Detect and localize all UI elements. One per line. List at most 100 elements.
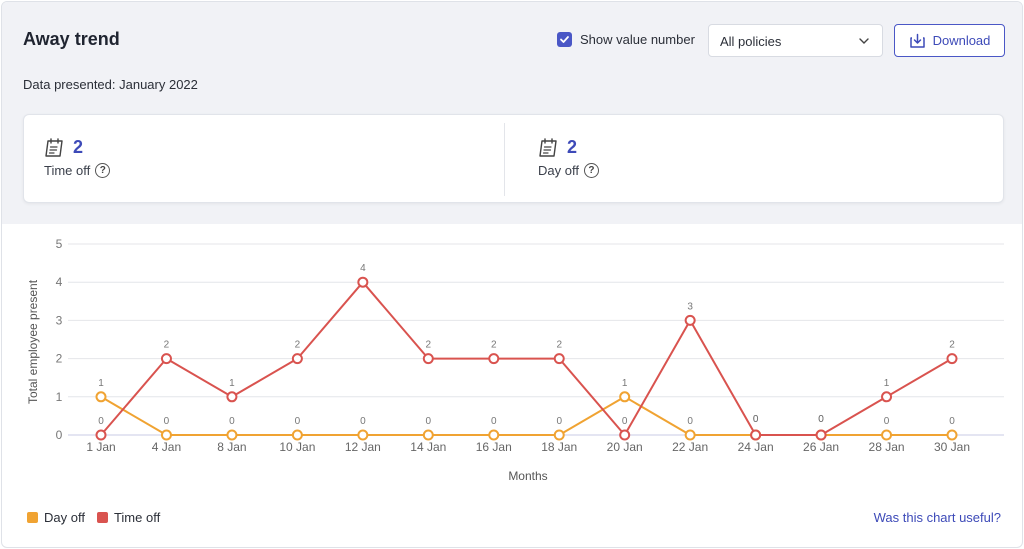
help-icon[interactable]: ?	[95, 163, 111, 178]
show-value-label: Show value number	[580, 32, 695, 47]
x-tick-label: 16 Jan	[476, 440, 512, 454]
data-point-day-off[interactable]	[422, 429, 434, 441]
legend-swatch-time-off	[96, 512, 108, 523]
data-label-day-off: 0	[556, 416, 562, 427]
calendar-note-icon	[45, 137, 63, 157]
chart-legend: Day off Time off	[27, 510, 172, 525]
data-label-time-off: 0	[753, 414, 759, 425]
chart-feedback-link[interactable]: Was this chart useful?	[873, 510, 1001, 525]
page-title: Away trend	[23, 29, 120, 49]
data-point-day-off[interactable]	[160, 429, 172, 441]
data-point-time-off[interactable]	[946, 353, 958, 365]
data-point-time-off[interactable]	[553, 353, 565, 365]
calendar-note-icon	[539, 137, 557, 157]
data-point-day-off[interactable]	[684, 429, 696, 441]
day-off-label: Day off	[538, 163, 579, 178]
data-point-day-off[interactable]	[226, 429, 238, 441]
help-icon[interactable]: ?	[583, 163, 599, 178]
x-tick-label: 28 Jan	[869, 440, 905, 454]
data-label-day-off: 0	[426, 416, 432, 427]
data-point-time-off[interactable]	[488, 353, 500, 365]
show-value-toggle[interactable]: Show value number	[557, 32, 695, 47]
x-tick-label: 20 Jan	[607, 440, 643, 454]
data-label-day-off: 0	[360, 416, 366, 427]
policy-select-value: All policies	[720, 34, 782, 49]
data-point-day-off[interactable]	[881, 429, 893, 441]
data-point-time-off[interactable]	[160, 353, 172, 365]
day-off-count: 2	[567, 137, 578, 157]
x-tick-label: 1 Jan	[86, 440, 115, 454]
legend-label-time-off: Time off	[113, 510, 161, 525]
x-tick-label: 18 Jan	[541, 440, 577, 454]
y-tick-label: 1	[56, 390, 63, 404]
data-point-day-off[interactable]	[619, 391, 631, 403]
data-label-time-off: 0	[622, 416, 628, 427]
data-period: Data presented: January 2022	[23, 77, 198, 92]
stat-time-off: 2 Time off ?	[44, 137, 111, 178]
data-label-day-off: 1	[622, 378, 628, 389]
data-point-time-off[interactable]	[684, 314, 696, 326]
policy-select[interactable]: All policies	[708, 24, 883, 57]
x-tick-label: 22 Jan	[672, 440, 708, 454]
data-label-time-off: 1	[229, 378, 235, 389]
data-point-time-off[interactable]	[291, 353, 303, 365]
legend-swatch-day-off	[27, 512, 38, 523]
data-label-day-off: 0	[884, 416, 890, 427]
legend-item-time-off[interactable]: Time off	[96, 510, 161, 525]
data-point-time-off[interactable]	[815, 429, 827, 441]
download-button[interactable]: Download	[894, 24, 1005, 57]
data-label-time-off: 1	[884, 378, 890, 389]
show-value-checkbox[interactable]	[557, 32, 572, 47]
data-point-time-off[interactable]	[750, 429, 762, 441]
data-point-time-off[interactable]	[357, 276, 369, 288]
data-label-time-off: 0	[98, 416, 104, 427]
legend-item-day-off[interactable]: Day off	[27, 510, 85, 525]
y-tick-label: 3	[56, 313, 63, 327]
data-point-day-off[interactable]	[357, 429, 369, 441]
legend-label-day-off: Day off	[44, 510, 85, 525]
data-point-time-off[interactable]	[95, 429, 107, 441]
data-point-time-off[interactable]	[881, 391, 893, 403]
chart-grid	[68, 243, 1004, 436]
data-label-day-off: 0	[753, 414, 759, 425]
x-tick-label: 26 Jan	[803, 440, 839, 454]
chevron-down-icon	[859, 38, 869, 44]
data-point-time-off[interactable]	[619, 429, 631, 441]
x-tick-label: 24 Jan	[738, 440, 774, 454]
series-line-time-off	[100, 281, 953, 436]
data-label-time-off: 2	[426, 340, 432, 351]
data-point-time-off[interactable]	[422, 353, 434, 365]
data-label-time-off: 2	[556, 340, 562, 351]
data-label-day-off: 0	[229, 416, 235, 427]
x-tick-label: 30 Jan	[934, 440, 970, 454]
data-point-day-off[interactable]	[946, 429, 958, 441]
x-tick-label: 4 Jan	[152, 440, 181, 454]
y-tick-label: 5	[56, 237, 63, 251]
data-label-day-off: 0	[818, 414, 824, 425]
data-point-day-off[interactable]	[291, 429, 303, 441]
data-point-day-off[interactable]	[95, 391, 107, 403]
data-label-day-off: 0	[949, 416, 955, 427]
x-tick-label: 8 Jan	[217, 440, 246, 454]
y-tick-label: 4	[56, 275, 63, 289]
x-axis-label: Months	[508, 469, 547, 483]
data-label-time-off: 4	[360, 263, 366, 274]
download-icon	[909, 33, 925, 48]
stat-day-off: 2 Day off ?	[538, 137, 599, 178]
data-label-day-off: 0	[687, 416, 693, 427]
data-point-day-off[interactable]	[553, 429, 565, 441]
data-label-time-off: 2	[949, 340, 955, 351]
data-label-day-off: 0	[164, 416, 170, 427]
data-label-time-off: 2	[491, 340, 497, 351]
data-point-day-off[interactable]	[488, 429, 500, 441]
time-off-label: Time off	[44, 163, 91, 178]
data-label-day-off: 1	[98, 378, 104, 389]
check-icon	[560, 36, 569, 43]
x-tick-label: 12 Jan	[345, 440, 381, 454]
time-off-count: 2	[73, 137, 84, 157]
y-tick-label: 2	[56, 352, 63, 366]
data-point-time-off[interactable]	[226, 391, 238, 403]
x-tick-label: 10 Jan	[279, 440, 315, 454]
